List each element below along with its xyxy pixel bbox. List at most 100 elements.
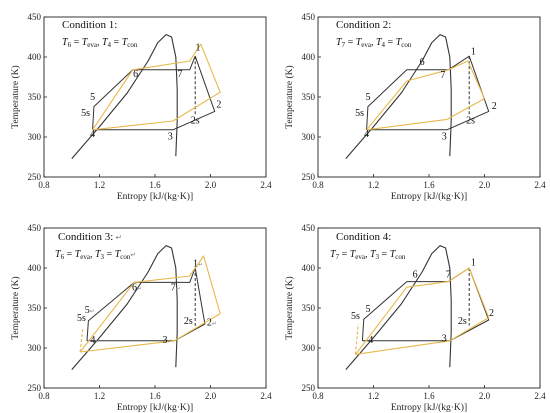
y-tick-label: 350 — [28, 303, 42, 313]
state-point-label: 4 — [364, 129, 369, 140]
condition-equation: T7 = Teva, T3 = Tcon — [330, 249, 406, 261]
state-point-label: 2↵ — [207, 318, 217, 329]
state-point-label: 7 — [177, 69, 182, 80]
condition-title: Condition 4: — [336, 231, 391, 243]
state-point-label: 1 — [196, 43, 201, 54]
x-tick-label: 2.4 — [260, 180, 272, 190]
x-tick-label: 1.2 — [368, 180, 379, 190]
state-point-label: 2s — [191, 115, 200, 126]
dark-cycle-line — [86, 267, 206, 342]
y-tick-label: 450 — [28, 223, 42, 233]
state-point-label: 7↵ — [171, 282, 181, 293]
y-tick-label: 250 — [28, 383, 42, 393]
state-point-label: 2s — [466, 115, 475, 126]
x-tick-label: 0.8 — [38, 391, 50, 401]
y-tick-label: 300 — [28, 343, 42, 353]
state-point-label: 5s — [351, 311, 360, 322]
x-tick-label: 0.8 — [312, 180, 324, 190]
y-axis-label: Temperature (K) — [10, 276, 21, 339]
state-point-label: 6↵ — [132, 282, 142, 293]
y-tick-label: 400 — [28, 263, 42, 273]
x-axis-label: Entropy [kJ/(kg·K)] — [117, 402, 193, 413]
state-point-label: 3 — [168, 131, 173, 142]
y-tick-label: 250 — [302, 383, 316, 393]
x-tick-label: 2.4 — [534, 391, 546, 401]
x-tick-label: 1.2 — [94, 180, 105, 190]
x-tick-label: 0.8 — [38, 180, 50, 190]
saturation-dome-line — [71, 34, 178, 159]
state-point-label: 2 — [492, 101, 497, 112]
x-tick-label: 2.0 — [479, 180, 491, 190]
y-tick-label: 350 — [28, 92, 42, 102]
condition-title: Condition 3: ↵ — [58, 231, 122, 243]
yellow-cycle-line — [92, 43, 221, 131]
x-tick-label: 1.6 — [423, 391, 435, 401]
x-tick-label: 2.0 — [479, 391, 491, 401]
y-tick-label: 400 — [302, 263, 316, 273]
dark-cycle-line — [366, 55, 490, 131]
x-tick-label: 2.0 — [205, 391, 217, 401]
state-point-label: 3 — [442, 131, 447, 142]
state-point-label: 5s — [77, 313, 86, 324]
y-tick-label: 350 — [302, 92, 316, 102]
condition-equation: T6 = Teva, T3 = Tcon↵ — [55, 249, 136, 261]
x-tick-label: 1.6 — [149, 180, 161, 190]
x-axis-label: Entropy [kJ/(kg·K)] — [391, 402, 467, 413]
state-point-label: 7 — [446, 270, 451, 281]
state-point-label: 1 — [471, 258, 476, 269]
state-point-label: 5s — [355, 108, 364, 119]
state-point-label: 7 — [440, 70, 445, 81]
condition-title: Condition 2: — [336, 19, 391, 31]
chart-panel-4: 0.8 1.2 1.6 2.0 2.4 250 300 350 400 450 Entropy [k… — [284, 223, 546, 413]
state-point-label: 4 — [90, 129, 95, 140]
x-tick-label: 2.4 — [260, 391, 272, 401]
y-axis-label: Temperature (K) — [284, 65, 295, 128]
state-point-label: 5↵ — [85, 305, 95, 316]
x-tick-label: 1.2 — [368, 391, 379, 401]
state-point-label: 3 — [442, 334, 447, 345]
state-point-label: 5 — [90, 92, 95, 103]
y-tick-label: 400 — [28, 52, 42, 62]
saturation-dome-line — [71, 245, 178, 370]
x-tick-label: 2.4 — [534, 180, 546, 190]
state-point-label: 6 — [133, 69, 138, 80]
y-tick-label: 450 — [28, 12, 42, 22]
state-point-label: 3↵ — [162, 335, 172, 346]
condition-equation: T6 = Teva, T4 = Tcon — [62, 37, 138, 49]
y-axis-label: Temperature (K) — [284, 276, 295, 339]
x-tick-label: 1.6 — [149, 391, 161, 401]
state-point-label: 2 — [216, 99, 221, 110]
x-axis-label: Entropy [kJ/(kg·K)] — [391, 191, 467, 202]
saturation-dome-line — [345, 245, 452, 370]
dark-cycle-line — [92, 55, 216, 131]
x-tick-label: 1.6 — [423, 180, 435, 190]
state-point-label: 1 — [471, 47, 476, 58]
chart-panel-2: 0.8 1.2 1.6 2.0 2.4 250 300 350 400 450 Entropy [k… — [284, 12, 546, 202]
y-tick-label: 450 — [302, 223, 316, 233]
chart-panel-1: 0.8 1.2 1.6 2.0 2.4 250 300 350 400 450 Entropy [k… — [10, 12, 272, 202]
state-point-label: 5s — [81, 108, 90, 119]
y-tick-label: 400 — [302, 52, 316, 62]
state-point-label: 6 — [420, 57, 425, 68]
state-point-label: 2s — [458, 316, 467, 327]
condition-equation: T7 = Teva, T4 = Tcon — [336, 37, 412, 49]
y-tick-label: 250 — [28, 172, 42, 182]
state-point-label: 4↵ — [90, 335, 100, 346]
state-point-label: 5 — [365, 304, 370, 315]
state-point-label: 5 — [365, 92, 370, 103]
y-tick-label: 300 — [302, 343, 316, 353]
x-tick-label: 0.8 — [312, 391, 324, 401]
x-tick-label: 2.0 — [205, 180, 217, 190]
chart-panel-3: 0.8 1.2 1.6 2.0 2.4 250 300 350 400 450 Entropy [k… — [10, 223, 272, 413]
x-tick-label: 1.2 — [94, 391, 105, 401]
state-point-label: 1↵ — [193, 258, 203, 269]
state-point-label: 4 — [368, 335, 373, 346]
y-tick-label: 450 — [302, 12, 316, 22]
condition-title: Condition 1: — [62, 19, 117, 31]
dark-cycle-line — [361, 267, 490, 342]
y-tick-label: 300 — [28, 132, 42, 142]
yellow-cycle-line — [79, 255, 221, 353]
saturation-dome-line — [345, 34, 452, 159]
state-point-label: 6 — [413, 270, 418, 281]
